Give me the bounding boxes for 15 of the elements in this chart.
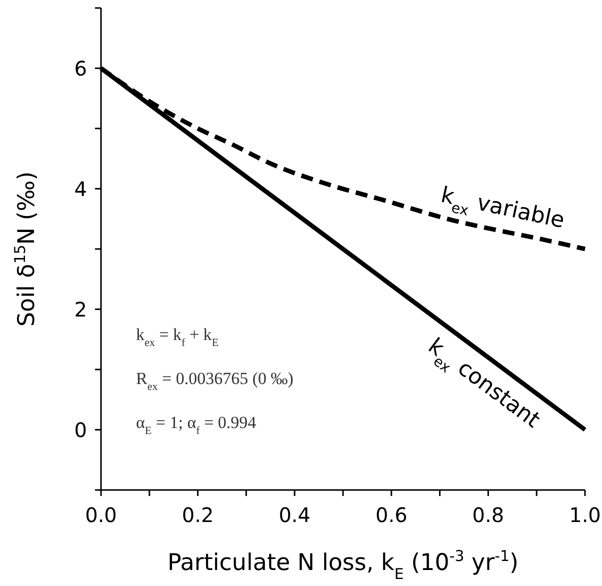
x-tick-label: 0.6 — [375, 503, 408, 527]
y-tick-label: 6 — [74, 56, 87, 80]
x-tick-label: 0.2 — [182, 503, 214, 527]
annotation: α$_{E}$ = 1; α$_{f}$ = 0.994 — [136, 413, 257, 437]
text: k$_{ex}$ variable — [438, 182, 567, 234]
x-tick-label: 1.0 — [569, 503, 601, 527]
x-tick-label: 0.0 — [85, 503, 117, 527]
x-tick-label: 0.8 — [472, 503, 504, 527]
annotation: R$_{ex}$ = 0.0036765 (0 ‰) — [136, 369, 294, 393]
y-tick-label: 4 — [74, 176, 87, 201]
y-tick-label: 2 — [74, 297, 87, 322]
x-tick-label: 0.4 — [278, 503, 311, 527]
x-axis-title: Particulate N loss, k$_{E}$ (10$^{-3}$ yr$^{-1}$) — [167, 547, 519, 583]
annotation: k$_{ex}$ = k$_{f}$ + k$_{E}$ — [136, 325, 219, 349]
y-tick-label: 0 — [74, 418, 87, 442]
